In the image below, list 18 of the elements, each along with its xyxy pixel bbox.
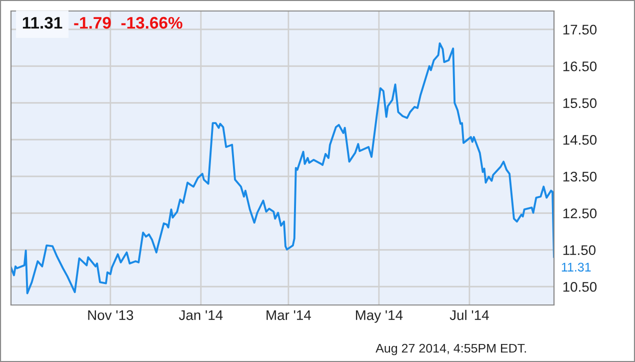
annotation: 11.31 [562, 262, 591, 272]
x-tick-label: Nov '13 [88, 310, 134, 320]
x-tick-label: May '14 [356, 310, 403, 323]
chart-subtitle: -1.79 -13.66% [74, 16, 182, 29]
x-tick-label: Mar '14 [266, 310, 311, 320]
y-tick-label: 17.50 [563, 24, 597, 35]
y-tick-label: 10.50 [563, 282, 597, 292]
x-tick-label: Jan '14 [178, 310, 223, 320]
y-tick-label: 16.50 [563, 61, 597, 72]
y-tick-label: 12.50 [563, 208, 597, 218]
y-tick-label: 15.50 [563, 98, 597, 108]
y-tick-label: 14.50 [563, 134, 597, 145]
y-tick-label: 13.50 [563, 172, 597, 182]
y-tick-label: 11.50 [563, 245, 596, 256]
chart-title: 11.31 [22, 16, 62, 29]
text: Aug 27 2014, 4:55PM EDT. [376, 344, 526, 356]
x-tick-label: Jul '14 [450, 310, 489, 320]
line-series [11, 42, 554, 294]
